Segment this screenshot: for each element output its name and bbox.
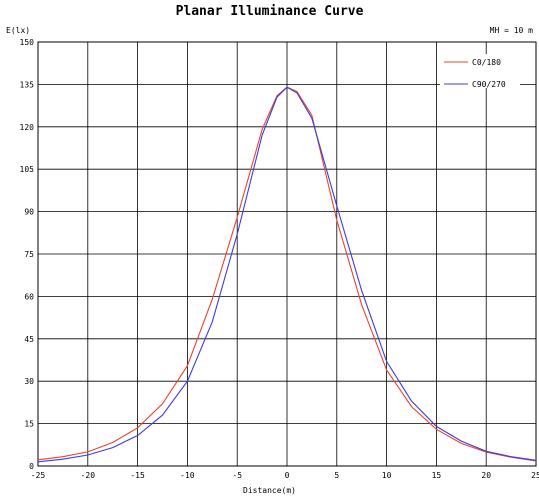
chart-title: Planar Illuminance Curve — [175, 4, 364, 19]
x-tick-label: 0 — [285, 471, 290, 480]
x-tick-label: 20 — [481, 471, 491, 480]
x-tick-label: 5 — [334, 471, 339, 480]
x-axis-label: Distance(m) — [243, 486, 296, 495]
mounting-height-annotation: MH = 10 m — [489, 26, 533, 35]
y-tick-label: 45 — [24, 335, 34, 344]
y-tick-label: 75 — [24, 250, 34, 259]
y-tick-label: 135 — [20, 80, 35, 89]
x-tick-label: -10 — [180, 471, 195, 480]
y-tick-label: 90 — [24, 208, 34, 217]
x-tick-label: 25 — [531, 471, 539, 480]
x-tick-label: 10 — [382, 471, 392, 480]
x-tick-label: 15 — [432, 471, 442, 480]
y-tick-label: 60 — [24, 292, 34, 301]
legend-label: C0/180 — [472, 58, 501, 67]
y-tick-label: 150 — [20, 38, 35, 47]
legend-box — [440, 54, 520, 88]
x-tick-label: -15 — [130, 471, 145, 480]
y-axis-label: E(lx) — [6, 26, 31, 35]
x-tick-label: -5 — [232, 471, 242, 480]
x-tick-label: -25 — [31, 471, 46, 480]
y-tick-label: 0 — [29, 462, 34, 471]
series-line-c90-270 — [37, 86, 537, 463]
y-tick-label: 120 — [20, 123, 35, 132]
y-tick-label: 105 — [20, 165, 35, 174]
y-tick-label: 15 — [24, 420, 34, 429]
legend-label: C90/270 — [472, 80, 506, 89]
y-tick-label: 30 — [24, 377, 34, 386]
x-tick-label: -20 — [81, 471, 96, 480]
